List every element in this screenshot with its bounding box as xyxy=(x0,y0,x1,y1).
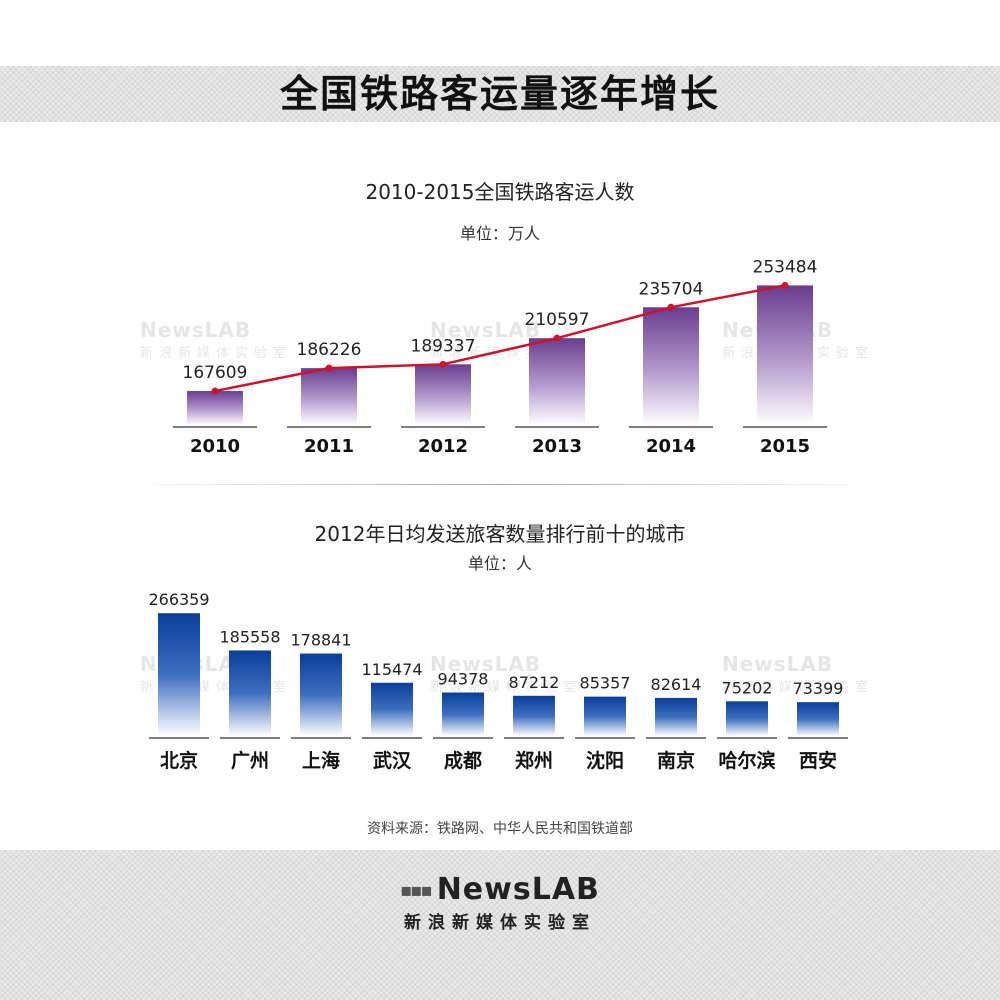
footer-band xyxy=(0,850,1000,1000)
bar xyxy=(158,613,200,736)
x-tick-label: 武汉 xyxy=(373,750,412,772)
bar xyxy=(415,364,471,425)
bar xyxy=(584,696,626,736)
x-tick-label: 郑州 xyxy=(515,750,553,772)
bar xyxy=(300,653,342,736)
bar xyxy=(757,285,813,425)
watermark-logo: NewsLAB xyxy=(430,652,542,676)
data-label: 189337 xyxy=(411,336,476,356)
data-label: 75202 xyxy=(722,678,773,697)
data-label: 82614 xyxy=(651,675,702,694)
data-label: 210597 xyxy=(525,310,590,330)
x-tick-label: 2010 xyxy=(190,436,240,457)
chart1-svg: 2010 167609 2011 186226 2012 189337 2013 210597… xyxy=(173,257,827,457)
footer-logo-text: NewsLAB xyxy=(436,872,600,907)
x-tick-label: 广州 xyxy=(231,749,269,772)
watermark: NewsLAB 新浪新媒体实验室 xyxy=(722,652,874,695)
chart1-unit: 单位：万人 xyxy=(459,224,540,243)
x-tick-label: 西安 xyxy=(799,749,837,772)
x-tick-label: 2014 xyxy=(646,436,696,457)
footer-logo: ▪▪▪ NewsLAB xyxy=(0,872,1000,907)
section-divider xyxy=(120,484,880,485)
watermark-logo: NewsLAB xyxy=(722,652,834,676)
watermark: NewsLAB 新浪新媒体实验室 xyxy=(430,652,582,695)
trend-point xyxy=(667,303,675,311)
watermark-sub: 新浪新媒体实验室 xyxy=(430,680,583,695)
chart1-title: 2010-2015全国铁路客运人数 xyxy=(365,180,635,204)
watermark-logo: NewsLAB xyxy=(430,318,542,342)
x-tick-label: 南京 xyxy=(657,749,695,772)
trend-point xyxy=(439,360,447,368)
data-label: 73399 xyxy=(793,679,844,698)
data-label: 235704 xyxy=(639,279,704,299)
bar xyxy=(229,650,271,736)
logo-dots-icon: ▪▪▪ xyxy=(400,880,433,901)
bar xyxy=(655,697,697,736)
data-label: 253484 xyxy=(753,257,818,277)
x-tick-label: 2012 xyxy=(418,436,468,457)
bar xyxy=(529,338,585,425)
x-tick-label: 沈阳 xyxy=(586,749,624,772)
header-band xyxy=(0,66,1000,122)
data-label: 85357 xyxy=(580,674,631,693)
x-tick-label: 哈尔滨 xyxy=(718,749,775,772)
data-label: 185558 xyxy=(219,627,280,646)
trend-point xyxy=(553,334,561,342)
chart2-title: 2012年日均发送旅客数量排行前十的城市 xyxy=(314,522,686,546)
watermark-sub: 新浪新媒体实验室 xyxy=(722,680,875,695)
chart2-svg: 北京 266359 广州 185558 上海 178841 武汉 115474 成都 94378 郑… xyxy=(148,590,848,772)
source-note: 资料来源：铁路网、中华人民共和国铁道部 xyxy=(367,821,633,837)
bar xyxy=(187,391,243,425)
data-label: 167609 xyxy=(183,363,248,383)
x-tick-label: 2013 xyxy=(532,436,582,457)
x-tick-label: 2015 xyxy=(760,436,810,457)
watermark-logo: NewsLAB xyxy=(140,318,252,342)
trend-point xyxy=(781,281,789,289)
x-tick-label: 北京 xyxy=(160,749,198,772)
x-tick-label: 上海 xyxy=(302,749,340,772)
bar xyxy=(301,368,357,425)
data-label: 178841 xyxy=(290,631,351,650)
bar xyxy=(643,307,699,425)
bar xyxy=(797,702,839,736)
data-label: 266359 xyxy=(148,590,209,609)
page-title: 全国铁路客运量逐年增长 xyxy=(279,72,720,116)
footer-sub: 新浪新媒体实验室 xyxy=(404,913,596,933)
trend-point xyxy=(211,387,219,395)
trend-line xyxy=(214,284,786,393)
data-label: 94378 xyxy=(438,669,489,688)
watermark: NewsLAB 新浪新媒体实验室 xyxy=(140,318,292,361)
watermark-sub: 新浪新媒体实验室 xyxy=(140,346,293,361)
bar xyxy=(726,701,768,736)
data-label: 115474 xyxy=(361,660,422,679)
data-label: 186226 xyxy=(297,340,362,360)
x-tick-label: 成都 xyxy=(444,749,482,772)
bar xyxy=(513,695,555,736)
trend-point xyxy=(325,364,333,372)
bar xyxy=(371,682,413,736)
bar xyxy=(442,692,484,736)
chart2-unit: 单位：人 xyxy=(467,554,532,573)
data-label: 87212 xyxy=(509,673,560,692)
x-tick-label: 2011 xyxy=(304,436,354,457)
